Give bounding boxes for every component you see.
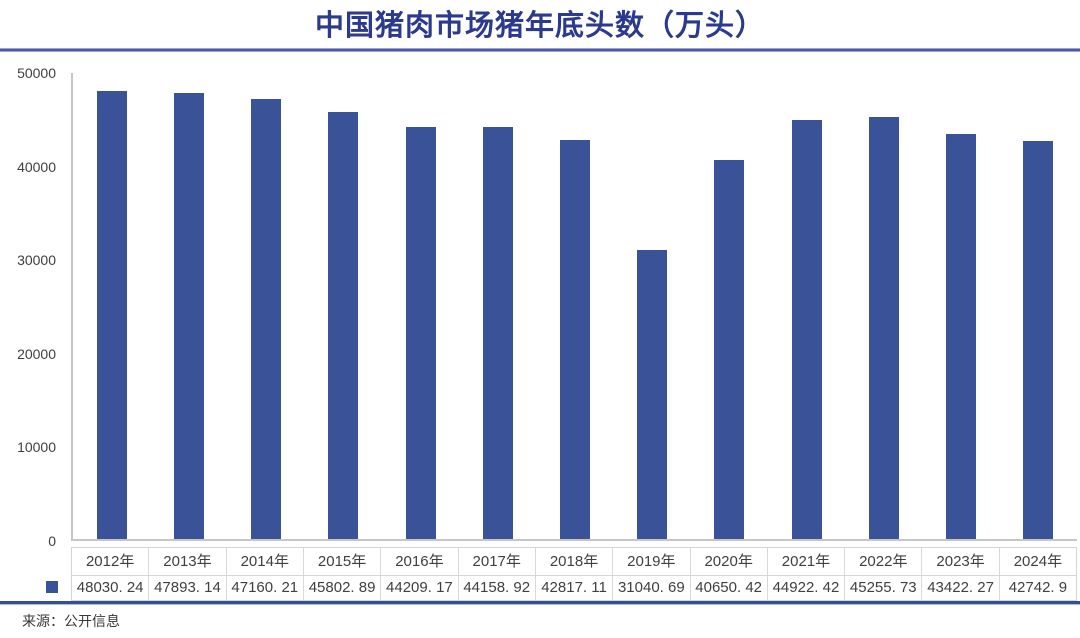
year-header-row: 2012年 2013年 2014年 2015年 2016年 2017年 2018年 2019年… — [72, 548, 1076, 576]
value-cell: 40650. 42 — [691, 576, 768, 600]
value-cell: 42742. 9 — [1008, 579, 1068, 596]
bar — [328, 112, 359, 539]
year-cell: 2015年 — [304, 548, 382, 575]
y-tick-label: 0 — [48, 533, 56, 549]
y-axis-tick-labels: 0 10000 20000 30000 40000 50000 — [0, 65, 56, 549]
bar-column-2014年 — [227, 73, 304, 539]
bar — [251, 99, 282, 539]
bar-column-2013年 — [150, 73, 227, 539]
bar-column-2018年 — [536, 73, 613, 539]
source-note: 来源：公开信息 — [22, 613, 120, 629]
bottom-divider-line — [0, 601, 1080, 605]
y-tick-label: 40000 — [17, 158, 56, 175]
year-cell: 2018年 — [536, 548, 614, 575]
chart-title: 中国猪肉市场猪年底头数（万头） — [314, 10, 765, 42]
bar — [714, 160, 745, 539]
value-cell: 45802. 89 — [304, 576, 382, 600]
value-cell: 44158. 92 — [459, 576, 536, 600]
year-cell: 2013年 — [149, 548, 227, 575]
value-cell: 44209. 17 — [381, 576, 459, 600]
bar-column-2021年 — [768, 73, 845, 539]
bar-column-2015年 — [305, 73, 382, 539]
bar-column-2016年 — [382, 73, 459, 539]
year-cell: 2014年 — [227, 548, 304, 575]
year-cell: 2024年 — [1013, 553, 1063, 570]
year-cell: 2017年 — [459, 548, 536, 575]
bar — [1023, 140, 1054, 539]
y-tick-label: 50000 — [17, 65, 56, 81]
year-cell: 2022年 — [845, 548, 923, 575]
bar-column-2022年 — [845, 73, 922, 539]
value-cell: 43422. 27 — [922, 576, 1000, 600]
bar — [405, 126, 436, 539]
bar-column-2019年 — [614, 73, 691, 539]
value-cell: 42817. 11 — [536, 576, 614, 600]
value-cell: 47160. 21 — [227, 576, 304, 600]
value-row: 48030. 24 47893. 14 47160. 21 45802. 89 4420… — [72, 576, 1076, 600]
y-tick-label: 10000 — [17, 439, 56, 456]
value-cell: 44922. 42 — [768, 576, 846, 600]
bar — [482, 127, 513, 539]
year-cell: 2021年 — [768, 548, 846, 575]
bar — [96, 91, 127, 539]
y-tick-label: 30000 — [17, 252, 56, 269]
data-table: 2012年 2013年 2014年 2015年 2016年 2017年 2018年 2019年… — [71, 547, 1077, 601]
bar — [791, 120, 822, 539]
bar-column-2023年 — [923, 73, 1000, 539]
bar-column-2020年 — [691, 73, 768, 539]
bar — [560, 139, 591, 539]
bar-column-2012年 — [73, 73, 150, 539]
value-cell: 48030. 24 — [72, 576, 150, 600]
plot-area — [71, 73, 1077, 541]
series-legend-key-icon — [46, 581, 58, 593]
bar — [173, 92, 204, 539]
title-divider-line — [0, 48, 1080, 52]
bar — [946, 134, 977, 539]
bar — [637, 249, 668, 539]
year-cell: 2023年 — [922, 548, 1000, 575]
bar — [868, 117, 899, 539]
bar-column-2024年 — [1000, 73, 1077, 539]
year-cell: 2016年 — [381, 548, 459, 575]
year-cell: 2020年 — [691, 548, 768, 575]
year-cell: 2012年 — [72, 548, 150, 575]
value-cell: 47893. 14 — [149, 576, 227, 600]
bar-column-2017年 — [459, 73, 536, 539]
value-cell: 31040. 69 — [613, 576, 691, 600]
y-tick-label: 20000 — [17, 345, 56, 362]
year-cell: 2019年 — [613, 548, 691, 575]
value-cell: 45255. 73 — [845, 576, 923, 600]
